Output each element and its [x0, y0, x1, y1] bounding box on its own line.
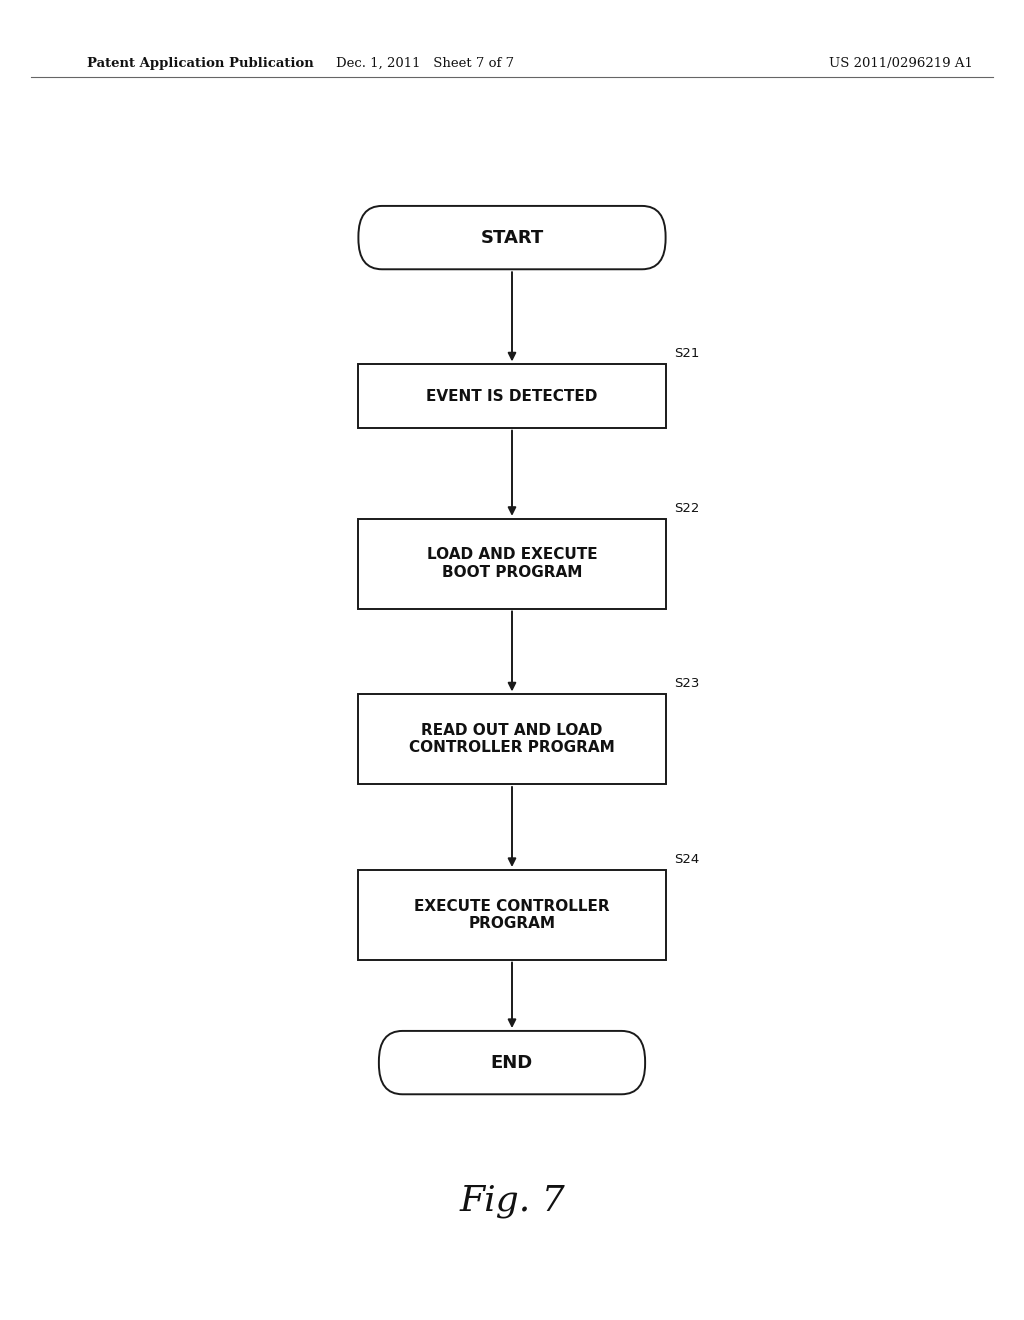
Bar [358, 694, 666, 784]
Text: S21: S21 [674, 347, 699, 360]
Text: S22: S22 [674, 502, 699, 515]
Text: LOAD AND EXECUTE
BOOT PROGRAM: LOAD AND EXECUTE BOOT PROGRAM [427, 548, 597, 579]
Bar [358, 519, 666, 609]
Text: START: START [480, 228, 544, 247]
Text: S24: S24 [674, 853, 699, 866]
Bar [358, 870, 666, 960]
Text: Dec. 1, 2011   Sheet 7 of 7: Dec. 1, 2011 Sheet 7 of 7 [336, 57, 514, 70]
Text: EXECUTE CONTROLLER
PROGRAM: EXECUTE CONTROLLER PROGRAM [414, 899, 610, 931]
Text: READ OUT AND LOAD
CONTROLLER PROGRAM: READ OUT AND LOAD CONTROLLER PROGRAM [410, 723, 614, 755]
Bar [358, 364, 666, 428]
Text: US 2011/0296219 A1: US 2011/0296219 A1 [829, 57, 973, 70]
Text: Fig. 7: Fig. 7 [459, 1184, 565, 1218]
Text: Patent Application Publication: Patent Application Publication [87, 57, 313, 70]
Text: EVENT IS DETECTED: EVENT IS DETECTED [426, 388, 598, 404]
FancyBboxPatch shape [358, 206, 666, 269]
FancyBboxPatch shape [379, 1031, 645, 1094]
Text: END: END [490, 1053, 534, 1072]
Text: S23: S23 [674, 677, 699, 690]
